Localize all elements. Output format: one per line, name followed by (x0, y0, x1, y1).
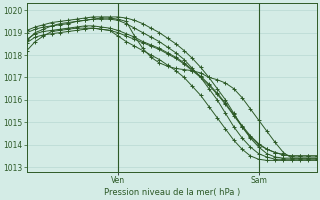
X-axis label: Pression niveau de la mer( hPa ): Pression niveau de la mer( hPa ) (104, 188, 240, 197)
